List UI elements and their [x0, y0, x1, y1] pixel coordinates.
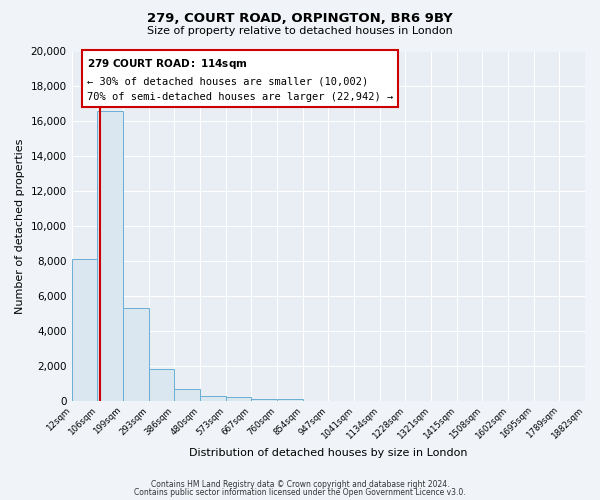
Bar	[174, 388, 200, 401]
Bar	[200, 396, 226, 401]
Text: 279 COURT ROAD: 114sqm: 279 COURT ROAD: 114sqm	[82, 58, 248, 68]
Bar	[97, 111, 123, 401]
Bar	[71, 260, 97, 401]
Text: Size of property relative to detached houses in London: Size of property relative to detached ho…	[147, 26, 453, 36]
Text: 279, COURT ROAD, ORPINGTON, BR6 9BY: 279, COURT ROAD, ORPINGTON, BR6 9BY	[147, 12, 453, 26]
Text: Contains HM Land Registry data © Crown copyright and database right 2024.: Contains HM Land Registry data © Crown c…	[151, 480, 449, 489]
Y-axis label: Number of detached properties: Number of detached properties	[15, 138, 25, 314]
Bar	[277, 398, 303, 401]
Bar	[149, 370, 174, 401]
Text: $\bf{279\ COURT\ ROAD:\ 114sqm}$
← 30% of detached houses are smaller (10,002)
7: $\bf{279\ COURT\ ROAD:\ 114sqm}$ ← 30% o…	[87, 56, 393, 102]
Bar	[226, 398, 251, 401]
Bar	[251, 398, 277, 401]
Text: Contains public sector information licensed under the Open Government Licence v3: Contains public sector information licen…	[134, 488, 466, 497]
X-axis label: Distribution of detached houses by size in London: Distribution of detached houses by size …	[189, 448, 467, 458]
Bar	[123, 308, 149, 401]
